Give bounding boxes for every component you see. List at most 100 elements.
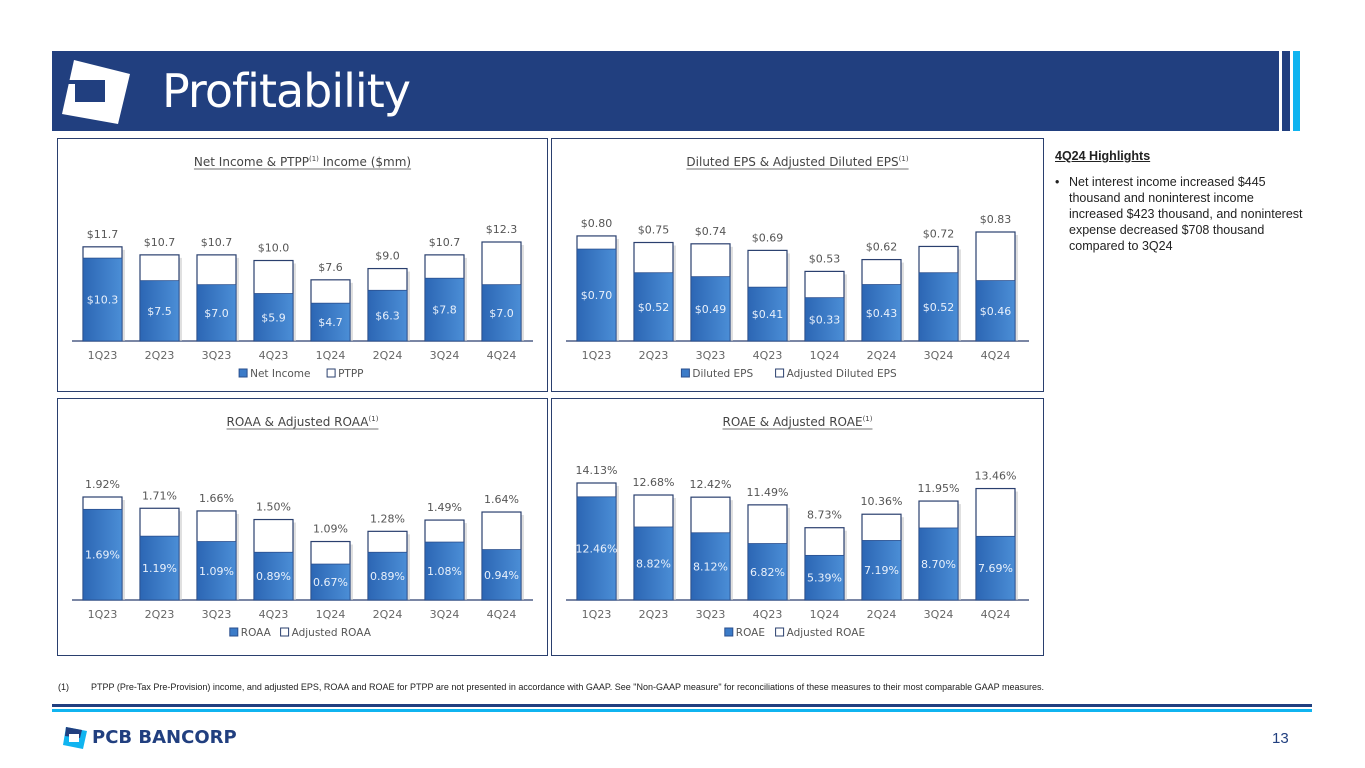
data-label-adjusted: 1.92%: [85, 478, 120, 491]
bar-primary: [975, 535, 1016, 601]
category-label: 3Q23: [696, 349, 726, 362]
category-label: 2Q23: [639, 608, 669, 621]
data-label-adjusted: 11.95%: [918, 482, 960, 495]
header-accent-cyan: [1293, 51, 1300, 131]
data-label-primary: $0.52: [638, 301, 670, 314]
bar-primary: [918, 272, 959, 342]
bar-primary: [690, 276, 731, 342]
data-label-adjusted: $0.75: [638, 224, 670, 237]
chart-svg: ROAA & Adjusted ROAA(1) 1.92% 1.69% 1Q23 1.7…: [72, 415, 533, 639]
bar-primary: [253, 551, 294, 601]
bar-primary: [804, 554, 845, 601]
legend-label-primary: ROAA: [241, 627, 272, 639]
category-label: 2Q24: [373, 349, 403, 362]
data-label-primary: 12.46%: [576, 542, 618, 555]
footnote-marker: (1): [58, 682, 69, 692]
chart-svg: Net Income & PTPP(1) Income ($mm) $11.7 $1…: [72, 155, 533, 380]
bar-primary: [310, 302, 351, 342]
category-label: 3Q24: [430, 608, 460, 621]
highlights-heading: 4Q24 Highlights: [1055, 149, 1151, 163]
data-label-adjusted: 10.36%: [861, 495, 903, 508]
category-label: 2Q24: [867, 608, 897, 621]
legend-swatch-primary: [680, 368, 690, 378]
bar-primary: [196, 541, 237, 601]
bar-primary: [747, 286, 788, 342]
data-label-primary: 1.09%: [199, 565, 234, 578]
category-label: 4Q23: [753, 349, 783, 362]
bar-primary: [633, 272, 674, 342]
chart-diluted-eps: Diluted EPS & Adjusted Diluted EPS(1) $0.…: [551, 138, 1044, 392]
chart-roae: ROAE & Adjusted ROAE(1) 14.13% 12.46% 1Q23 1…: [551, 398, 1044, 656]
data-label-primary: $0.52: [923, 301, 955, 314]
data-label-primary: $7.0: [204, 307, 229, 320]
category-label: 3Q24: [924, 349, 954, 362]
data-label-adjusted: 11.49%: [747, 486, 789, 499]
data-label-adjusted: 12.68%: [633, 476, 675, 489]
data-label-primary: 8.82%: [636, 557, 671, 570]
page-number: 13: [1272, 730, 1289, 747]
bar-primary: [481, 284, 522, 342]
bar-primary: [576, 496, 617, 601]
data-label-adjusted: 1.28%: [370, 512, 405, 525]
data-label-primary: 8.12%: [693, 560, 728, 573]
data-label-primary: $7.8: [432, 304, 457, 317]
data-label-adjusted: $0.69: [752, 231, 784, 244]
legend-swatch-adjusted: [326, 368, 336, 378]
data-label-primary: 7.69%: [978, 562, 1013, 575]
data-label-adjusted: 1.66%: [199, 492, 234, 505]
data-label-primary: $6.3: [375, 310, 400, 323]
legend-swatch-primary: [229, 627, 239, 637]
category-label: 4Q24: [487, 608, 517, 621]
data-label-adjusted: $0.74: [695, 225, 727, 238]
category-label: 3Q24: [430, 349, 460, 362]
data-label-adjusted: 1.09%: [313, 523, 348, 536]
data-label-adjusted: 8.73%: [807, 509, 842, 522]
data-label-primary: $0.70: [581, 289, 613, 302]
header-accent-navy: [1282, 51, 1290, 131]
legend-swatch-adjusted: [775, 368, 785, 378]
footnote: (1) PTPP (Pre-Tax Pre-Provision) income, …: [58, 682, 1044, 692]
legend-label-adjusted: Adjusted ROAA: [292, 627, 372, 639]
data-label-adjusted: 1.50%: [256, 501, 291, 514]
category-label: 4Q23: [259, 608, 289, 621]
bar-primary: [481, 549, 522, 601]
bar-primary: [82, 508, 123, 601]
highlights-box: 4Q24 Highlights • Net interest income inc…: [1055, 148, 1305, 254]
data-label-primary: 0.67%: [313, 576, 348, 589]
highlight-text: Net interest income increased $445 thous…: [1069, 175, 1303, 253]
data-label-primary: 1.08%: [427, 565, 462, 578]
footer-line-navy: [52, 704, 1312, 707]
data-label-adjusted: $0.80: [581, 217, 613, 230]
category-label: 1Q23: [582, 349, 612, 362]
bar-primary: [424, 277, 465, 342]
category-label: 1Q24: [810, 349, 840, 362]
chart-title: ROAA & Adjusted ROAA(1): [227, 415, 379, 429]
category-label: 2Q23: [145, 608, 175, 621]
legend-label-primary: Diluted EPS: [692, 368, 753, 380]
chart-title: Net Income & PTPP(1) Income ($mm): [194, 155, 411, 169]
data-label-primary: $0.41: [752, 308, 784, 321]
bar-primary: [82, 257, 123, 342]
data-label-primary: $0.46: [980, 305, 1012, 318]
bar-primary: [747, 543, 788, 601]
footnote-text: PTPP (Pre-Tax Pre-Provision) income, and…: [91, 682, 1045, 692]
bar-primary: [975, 280, 1016, 342]
data-label-adjusted: 13.46%: [975, 470, 1017, 483]
data-label-adjusted: $0.83: [980, 213, 1012, 226]
data-label-primary: 0.89%: [256, 570, 291, 583]
chart-svg: ROAE & Adjusted ROAE(1) 14.13% 12.46% 1Q23 1…: [566, 415, 1029, 639]
highlight-bullet: • Net interest income increased $445 thou…: [1055, 174, 1305, 254]
legend-swatch-adjusted: [775, 627, 785, 637]
data-label-primary: $10.3: [87, 294, 119, 307]
bar-primary: [690, 532, 731, 601]
chart-title: ROAE & Adjusted ROAE(1): [723, 415, 873, 429]
bar-primary: [576, 248, 617, 342]
bar-primary: [139, 535, 180, 601]
data-label-adjusted: $10.7: [144, 236, 176, 249]
category-label: 4Q23: [753, 608, 783, 621]
data-label-primary: $0.33: [809, 313, 841, 326]
legend-swatch-adjusted: [280, 627, 290, 637]
company-logo-icon: [62, 60, 130, 124]
data-label-adjusted: $0.53: [809, 252, 841, 265]
data-label-primary: $7.0: [489, 307, 514, 320]
